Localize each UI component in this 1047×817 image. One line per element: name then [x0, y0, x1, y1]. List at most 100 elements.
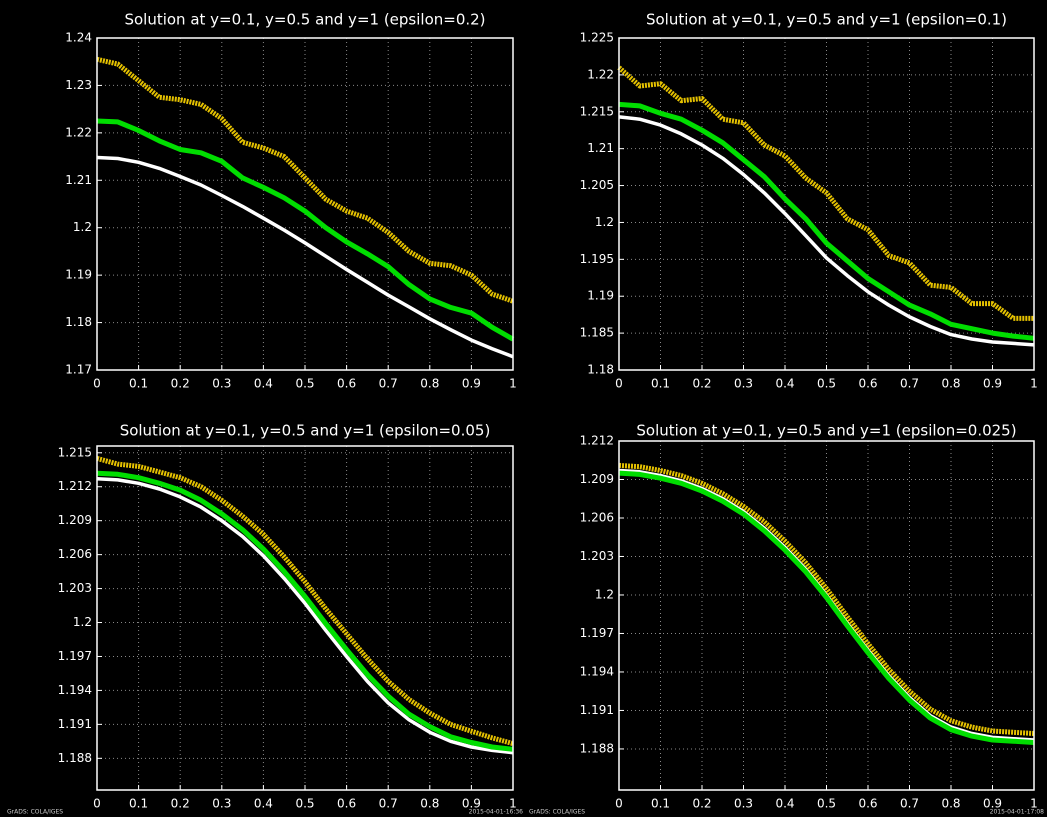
x-tick-label: 0 [93, 797, 101, 811]
x-tick-label: 0.9 [983, 797, 1002, 811]
series-line [618, 115, 1035, 347]
y-tick-label: 1.191 [58, 717, 92, 731]
x-tick-label: 0.3 [734, 377, 753, 391]
x-tick-label: 0.5 [295, 377, 314, 391]
series-line [618, 470, 1035, 745]
y-tick-label: 1.24 [65, 31, 92, 45]
chart-title: Solution at y=0.1, y=0.5 and y=1 (epsilo… [646, 11, 1007, 29]
x-tick-label: 0 [615, 797, 623, 811]
y-tick-label: 1.2 [595, 215, 614, 229]
y-tick-label: 1.209 [58, 513, 92, 527]
x-tick-label: 0.9 [462, 797, 481, 811]
x-tick-label: 0.4 [254, 797, 273, 811]
x-tick-label: 0.2 [692, 377, 711, 391]
plot-frame [96, 445, 514, 791]
y-tick-label: 1.19 [65, 268, 92, 282]
x-tick-label: 0.7 [379, 377, 398, 391]
y-tick-label: 1.212 [580, 434, 614, 448]
y-tick-label: 1.23 [65, 78, 92, 92]
y-tick-label: 1.191 [580, 703, 614, 717]
series-line [96, 477, 514, 755]
x-tick-label: 0.6 [337, 797, 356, 811]
x-tick-label: 0.7 [900, 797, 919, 811]
series-line [618, 462, 1035, 736]
y-tick-label: 1.215 [58, 445, 92, 459]
x-tick-label: 0 [615, 377, 623, 391]
x-tick-label: 0.8 [420, 797, 439, 811]
x-tick-label: 1 [1030, 377, 1038, 391]
y-tick-label: 1.225 [580, 31, 614, 45]
y-tick-label: 1.212 [58, 479, 92, 493]
x-tick-label: 0.4 [775, 797, 794, 811]
x-tick-label: 0.9 [983, 377, 1002, 391]
x-tick-label: 0.1 [129, 797, 148, 811]
timestamp: 2015-04-01-16:36 [469, 809, 524, 816]
y-tick-label: 1.194 [58, 683, 92, 697]
x-tick-label: 0.6 [858, 377, 877, 391]
x-tick-label: 0.6 [858, 797, 877, 811]
y-tick-label: 1.197 [580, 626, 614, 640]
y-tick-label: 1.2 [73, 220, 92, 234]
series-line [617, 65, 1034, 321]
x-tick-label: 0.5 [817, 797, 836, 811]
y-tick-label: 1.18 [587, 363, 614, 377]
y-tick-label: 1.197 [58, 649, 92, 663]
plot-frame [96, 37, 514, 371]
x-tick-label: 0.8 [941, 797, 960, 811]
chart-title: Solution at y=0.1, y=0.5 and y=1 (epsilo… [636, 422, 1016, 440]
credit: GrADS: COLA/IGES [7, 809, 63, 816]
x-tick-label: 0.2 [171, 377, 190, 391]
x-tick-label: 1 [509, 377, 517, 391]
y-tick-label: 1.203 [580, 549, 614, 563]
y-tick-label: 1.194 [580, 664, 614, 678]
y-tick-label: 1.22 [65, 125, 92, 139]
y-tick-label: 1.215 [580, 104, 614, 118]
y-tick-label: 1.17 [65, 363, 92, 377]
series-line [618, 101, 1035, 341]
y-tick-label: 1.205 [580, 178, 614, 192]
y-tick-label: 1.195 [580, 252, 614, 266]
series-line [96, 455, 514, 747]
y-tick-label: 1.19 [587, 289, 614, 303]
timestamp: 2015-04-01-17:08 [990, 809, 1045, 816]
x-tick-label: 0.1 [129, 377, 148, 391]
series-line [96, 155, 514, 359]
x-tick-label: 0 [93, 377, 101, 391]
y-tick-label: 1.22 [587, 67, 614, 81]
chart-title: Solution at y=0.1, y=0.5 and y=1 (epsilo… [120, 422, 491, 440]
x-tick-label: 0.8 [420, 377, 439, 391]
y-tick-label: 1.188 [58, 751, 92, 765]
credit: GrADS: COLA/IGES [529, 809, 585, 816]
x-tick-label: 1 [509, 797, 517, 811]
x-tick-label: 0.2 [171, 797, 190, 811]
y-tick-label: 1.209 [580, 472, 614, 486]
plot-frame [618, 37, 1035, 371]
series-line [96, 56, 514, 304]
chart-title: Solution at y=0.1, y=0.5 and y=1 (epsilo… [124, 11, 485, 29]
y-tick-label: 1.206 [58, 547, 92, 561]
x-tick-label: 1 [1030, 797, 1038, 811]
series-line [96, 470, 514, 752]
y-tick-label: 1.2 [73, 615, 92, 629]
series-line [96, 118, 515, 342]
y-tick-label: 1.21 [65, 173, 92, 187]
x-tick-label: 0.1 [651, 797, 670, 811]
x-tick-label: 0.2 [692, 797, 711, 811]
plot-frame [618, 440, 1035, 791]
x-tick-label: 0.4 [775, 377, 794, 391]
x-tick-label: 0.3 [212, 377, 231, 391]
x-tick-label: 0.7 [900, 377, 919, 391]
y-tick-label: 1.185 [580, 326, 614, 340]
x-tick-label: 0.5 [817, 377, 836, 391]
x-tick-label: 0.4 [254, 377, 273, 391]
x-tick-label: 0.3 [212, 797, 231, 811]
y-tick-label: 1.188 [580, 741, 614, 755]
x-tick-label: 0.3 [734, 797, 753, 811]
y-tick-label: 1.203 [58, 581, 92, 595]
x-tick-label: 0.8 [941, 377, 960, 391]
y-tick-label: 1.21 [587, 141, 614, 155]
x-tick-label: 0.7 [379, 797, 398, 811]
